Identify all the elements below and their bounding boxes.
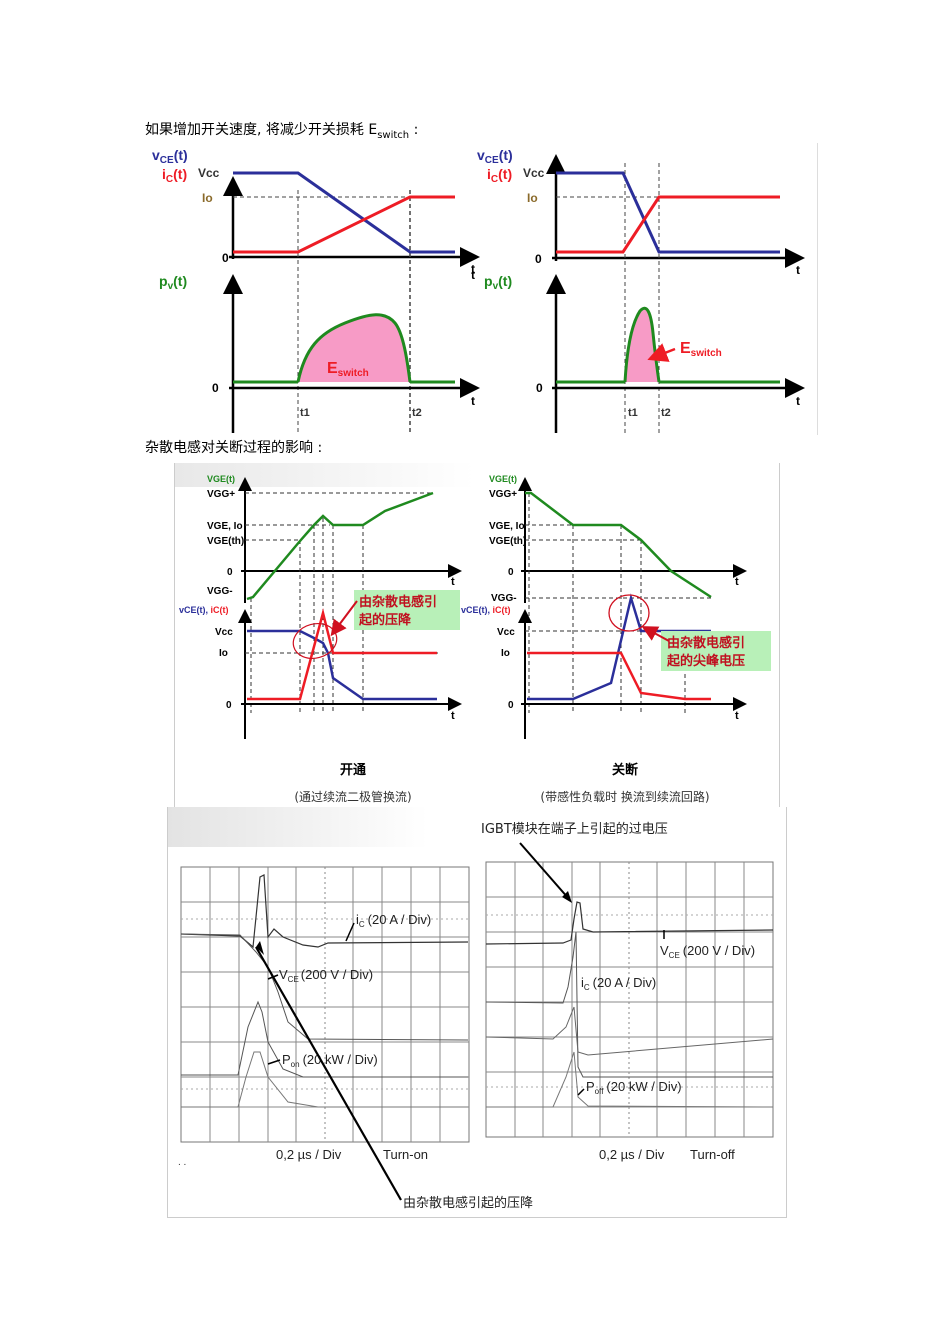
svg-text:t1: t1 [300,407,310,419]
svg-text:关断: 关断 [612,762,638,778]
paragraph-subscript: switch [377,130,410,141]
figure-switching-loss: vCE(t) iC(t) Vcc Io 0 t pv(t) Eswitch 0 … [145,143,818,435]
svg-text:(通过续流二极管换流): (通过续流二极管换流) [294,789,411,804]
svg-text:0: 0 [536,381,543,395]
svg-text:VGG-: VGG- [491,593,517,604]
svg-text:t: t [471,268,475,282]
svg-text:开通: 开通 [340,762,366,778]
chart-fast-switching: vCE(t) iC(t) Vcc Io 0 t Eswitch pv(t) 0 … [477,147,805,435]
svg-text:t: t [471,394,475,408]
svg-text:VCE(200 V / Div): VCE (200 V / Div) [279,967,373,984]
svg-text:VGG-: VGG- [207,586,233,597]
svg-text:VGG+: VGG+ [207,489,235,500]
svg-text:t1: t1 [628,407,638,419]
paragraph-text: 如果增加开关速度, 将减少开关损耗 E [145,122,378,138]
svg-text:Eswitch: Eswitch [327,360,369,379]
svg-text:iC(20 A / Div): iC (20 A / Div) [581,975,656,992]
svg-text:0,2 µs / Div: 0,2 µs / Div [276,1147,342,1162]
svg-text:VCE(200 V / Div): VCE (200 V / Div) [660,943,755,960]
chart-slow-switching: vCE(t) iC(t) Vcc Io 0 t pv(t) Eswitch 0 … [152,147,480,435]
svg-text:0,2 µs / Div: 0,2 µs / Div [599,1147,665,1162]
svg-text:iC(t): iC(t) [162,166,187,185]
svg-text:vCE(t): vCE(t) [152,147,188,166]
svg-text:iC(t): iC(t) [487,166,512,185]
svg-text:0: 0 [508,567,514,578]
svg-text:VGE, Io: VGE, Io [489,521,525,532]
svg-text:Vcc: Vcc [523,166,545,180]
svg-text:vCE(t), iC(t): vCE(t), iC(t) [179,605,229,615]
svg-text:Turn-off: Turn-off [690,1147,735,1162]
figure-stray-inductance-waveforms: VGE(t) VGG+ VGE, Io VGE(th) 0 t VGG- vCE… [174,463,780,807]
svg-text:由杂散电感引: 由杂散电感引 [667,635,745,651]
paragraph-switching-speed: 如果增加开关速度, 将减少开关损耗 Eswitch : [145,121,418,145]
svg-text:t: t [735,710,739,722]
svg-text:Io: Io [202,191,213,205]
svg-text:t2: t2 [412,407,422,419]
chart-turn-off: VGE(t) VGG+ VGE, Io VGE(th) 0 t VGG- vCE… [461,474,771,804]
svg-text:Io: Io [219,648,228,659]
figure-oscilloscope-captures: iC (20 A / Div) VCE (200 V / Div) Pon (20 k… [167,807,787,1218]
scope-turn-on: iC (20 A / Div) VCE (200 V / Div) Pon (20 k… [178,866,470,1168]
svg-text:Eswitch: Eswitch [680,340,722,359]
svg-text:vCE(t), iC(t): vCE(t), iC(t) [461,605,511,615]
svg-text:VGE, Io: VGE, Io [207,521,243,532]
svg-text:VGE(t): VGE(t) [207,474,235,484]
chart-turn-on: VGE(t) VGG+ VGE, Io VGE(th) 0 t VGG- vCE… [179,474,462,804]
svg-text:iC(20 A / Div): iC (20 A / Div) [356,912,431,929]
svg-text:0: 0 [212,381,219,395]
svg-text:0: 0 [508,700,514,711]
svg-text:VGE(th): VGE(th) [489,536,526,547]
svg-text:Vcc: Vcc [215,627,233,638]
annotation-voltage-drop: 由杂散电感引起的压降 [403,1195,533,1211]
svg-text:pv(t): pv(t) [484,273,512,292]
annotation-overvoltage: IGBT模块在端子上引起的过电压 [481,821,668,837]
svg-text:0: 0 [226,700,232,711]
svg-text:0: 0 [222,251,229,265]
svg-text:vCE(t): vCE(t) [477,147,513,166]
svg-text:t: t [451,710,455,722]
svg-text:VGG+: VGG+ [489,489,517,500]
svg-text:(带感性负载时 换流到续流回路): (带感性负载时 换流到续流回路) [540,789,709,804]
svg-text:pv(t): pv(t) [159,273,187,292]
svg-text:起的尖峰电压: 起的尖峰电压 [666,653,745,669]
svg-text:0: 0 [535,252,542,266]
svg-text:由杂散电感引: 由杂散电感引 [359,594,437,610]
svg-text:Io: Io [501,648,510,659]
scope-turn-off: VCE (200 V / Div) iC (20 A / Div) Poff (20 … [485,861,774,1162]
svg-text:VGE(th): VGE(th) [207,536,244,547]
svg-text:Vcc: Vcc [497,627,515,638]
paragraph-suffix: : [409,122,419,138]
paragraph-stray-inductance: 杂散电感对关断过程的影响 : [145,439,322,457]
svg-text:t: t [471,262,475,276]
svg-text:Vcc: Vcc [198,166,220,180]
svg-text:t: t [451,576,455,588]
svg-text:VGE(t): VGE(t) [489,474,517,484]
svg-text:. .: . . [178,1157,186,1168]
paragraph-text: 杂散电感对关断过程的影响 : [145,440,323,456]
svg-text:t: t [796,394,800,408]
svg-text:0: 0 [227,567,233,578]
svg-text:Io: Io [527,191,538,205]
svg-text:t: t [735,576,739,588]
svg-text:Turn-on: Turn-on [383,1147,428,1162]
svg-text:起的压降: 起的压降 [358,612,412,628]
svg-text:Poff(20 kW / Div): Poff (20 kW / Div) [586,1079,682,1096]
svg-text:t2: t2 [661,407,671,419]
svg-text:t: t [796,263,800,277]
